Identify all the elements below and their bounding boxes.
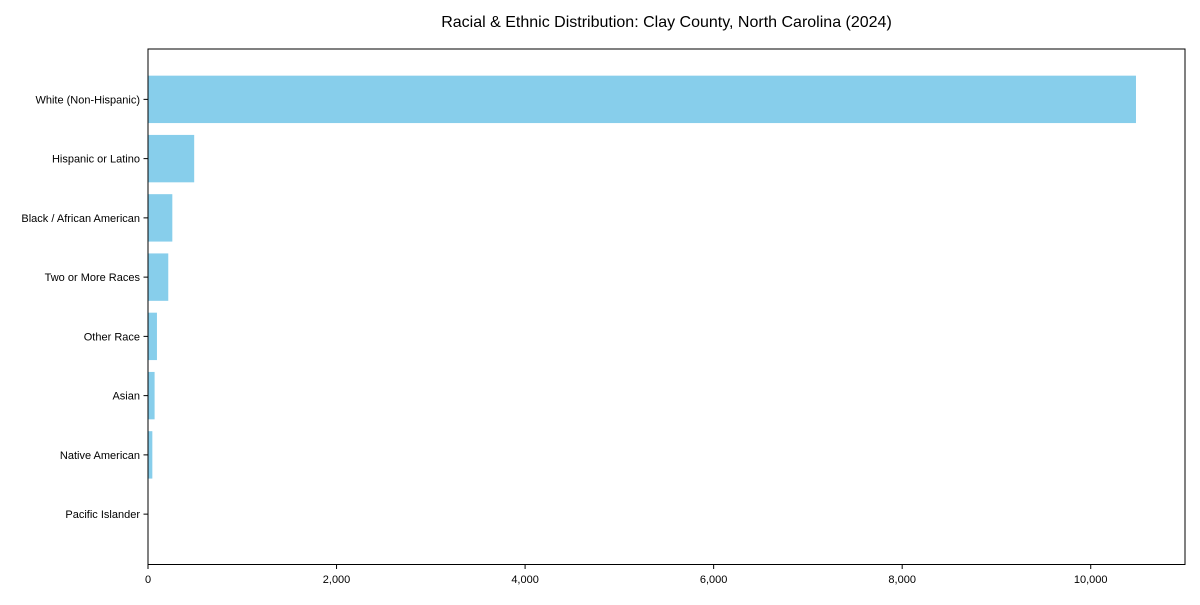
bar [148,371,155,420]
y-tick-label: Hispanic or Latino [52,154,140,166]
x-tick-label: 0 [145,574,151,586]
plot-border [147,48,1186,565]
y-tick-label: Other Race [84,331,140,343]
chart-title: Racial & Ethnic Distribution: Clay Count… [441,14,892,31]
x-tick-label: 10,000 [1074,574,1108,586]
bar [148,75,1136,124]
x-tick-label: 2,000 [323,574,351,586]
y-tick-label: Asian [112,391,140,403]
bar [148,194,173,242]
x-tick-label: 6,000 [700,574,728,586]
bar [148,431,153,479]
y-tick-label: Native American [60,450,140,462]
y-tick-label: Two or More Races [45,272,141,284]
bar [148,253,169,301]
y-tick-label: White (Non-Hispanic) [35,94,140,106]
x-tick-label: 8,000 [888,574,916,586]
y-tick-label: Pacific Islander [65,509,140,521]
x-tick-label: 4,000 [511,574,539,586]
bar [148,312,157,361]
y-tick-label: Black / African American [21,213,140,225]
bar [148,134,195,183]
